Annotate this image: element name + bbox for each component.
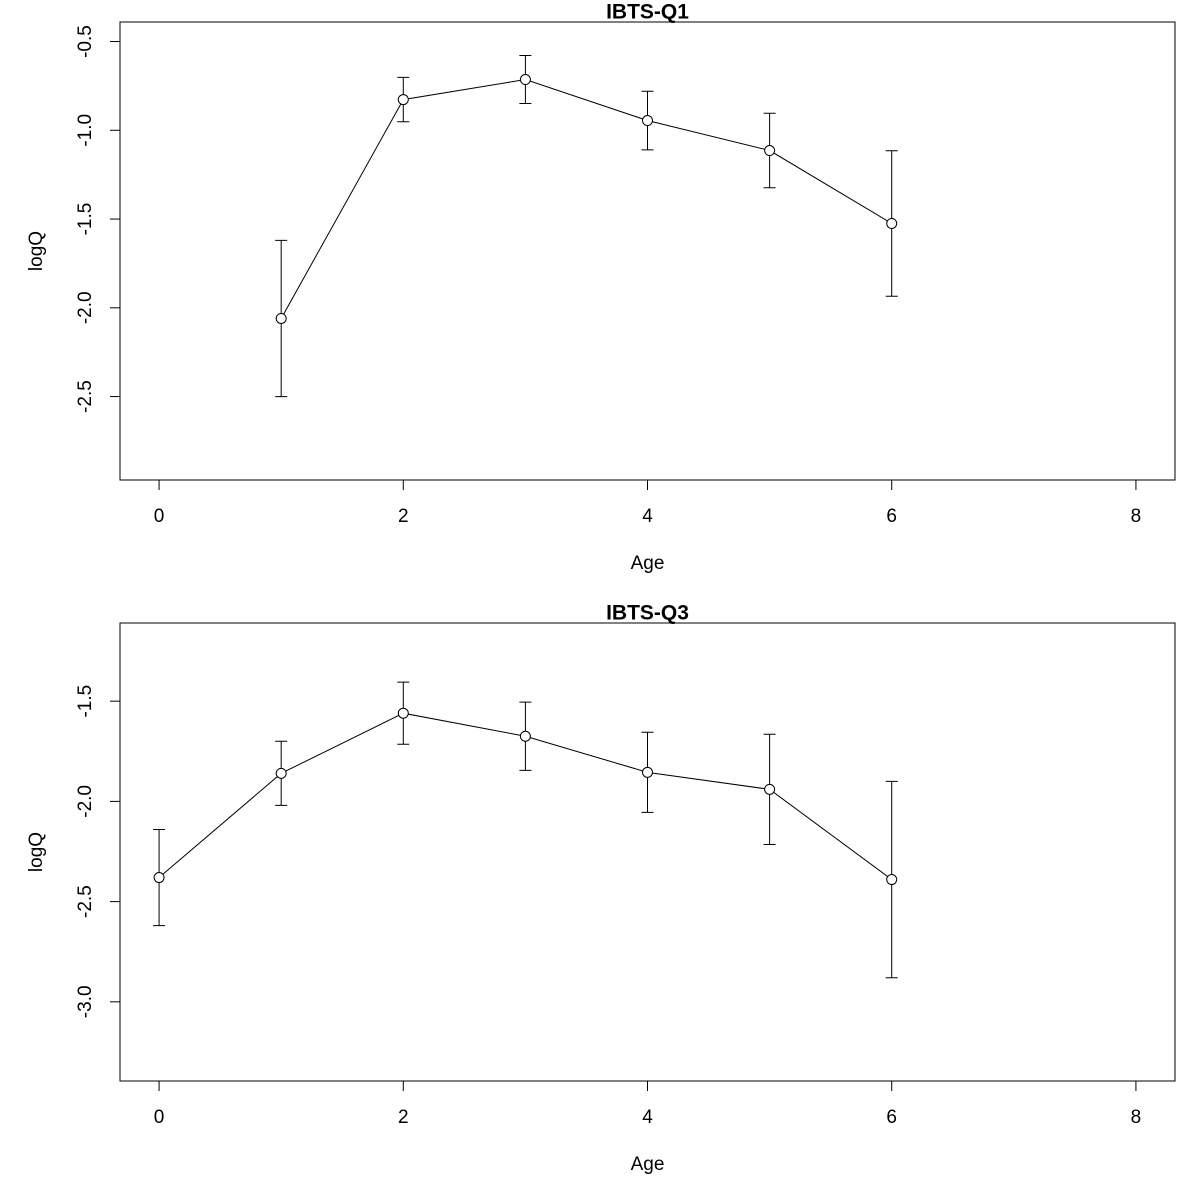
data-point [764, 783, 776, 795]
x-axis-label: Age [631, 553, 665, 574]
data-point [153, 872, 165, 884]
y-tick-label: -0.5 [75, 25, 96, 58]
y-tick-label: -2.0 [75, 291, 96, 324]
x-tick-label: 8 [1131, 506, 1142, 527]
data-line [280, 79, 892, 319]
x-tick-label: 4 [642, 506, 653, 527]
chart-title: IBTS-Q1 [606, 1, 689, 24]
data-point [397, 94, 409, 106]
data-point [886, 874, 898, 886]
data-point [519, 730, 531, 742]
y-tick-label: -1.5 [75, 685, 96, 718]
data-point [519, 74, 531, 86]
x-tick-label: 2 [398, 506, 409, 527]
y-tick-label: -2.5 [75, 380, 96, 413]
chart-title: IBTS-Q3 [606, 602, 689, 625]
x-tick-label: 8 [1131, 1107, 1142, 1128]
x-tick-label: 0 [154, 506, 165, 527]
data-point [642, 766, 653, 778]
data-point [886, 217, 898, 229]
x-tick-label: 2 [398, 1107, 409, 1128]
x-tick-label: 6 [886, 506, 897, 527]
data-point [764, 145, 776, 157]
y-tick-label: -3.0 [75, 985, 96, 1018]
plot-box [119, 622, 1176, 1082]
x-tick-label: 6 [886, 1107, 897, 1128]
data-point [275, 767, 287, 779]
y-axis-label: logQ [26, 832, 47, 872]
data-point [397, 707, 409, 719]
y-axis-label: logQ [26, 231, 47, 271]
data-point [275, 312, 287, 324]
y-tick-label: -1.0 [75, 114, 96, 147]
y-tick-label: -2.5 [75, 885, 96, 918]
plot-box [119, 21, 1176, 481]
y-tick-label: -1.5 [75, 203, 96, 236]
data-point [642, 115, 653, 127]
y-tick-label: -2.0 [75, 785, 96, 818]
x-tick-label: 0 [154, 1107, 165, 1128]
x-tick-label: 4 [642, 1107, 653, 1128]
x-axis-label: Age [631, 1154, 665, 1175]
